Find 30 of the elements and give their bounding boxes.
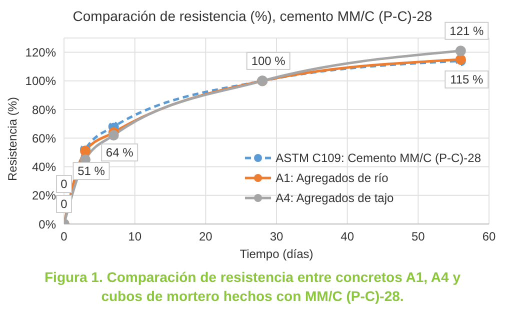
data-label: 51 %: [78, 164, 106, 178]
y-tick-label: 60%: [32, 131, 56, 146]
y-tick-label: 120%: [25, 46, 56, 60]
chart-title: Comparación de resistencia (%), cemento MM/C (P-C)-28: [72, 8, 434, 24]
x-axis-title: Tiempo (días): [240, 247, 314, 261]
x-tick-label: 10: [128, 230, 142, 244]
data-label: 64 %: [106, 145, 134, 160]
x-tick-label: 50: [411, 230, 426, 244]
data-label: 0: [60, 177, 68, 191]
y-tick-label: 80%: [32, 102, 56, 117]
x-tick-label: 20: [198, 230, 213, 244]
legend-label: ASTM C109: Cemento MM/C (P-C)-28: [276, 150, 481, 167]
y-tick-label: 100%: [25, 74, 56, 88]
y-tick-label: 40%: [32, 160, 56, 174]
legend-label: A1: Agregados de río: [276, 170, 388, 187]
legend-label: A4: Agregados de tajo: [276, 190, 394, 207]
x-tick-label: 40: [340, 230, 354, 244]
text: Figura 1. Comparación de resistencia entre concretos A1, A4 y cubos de mortero hechos con MM/C (P-C)-28.: [44, 268, 462, 306]
data-label: 115 %: [450, 72, 484, 86]
point: [108, 130, 119, 141]
y-tick-label: 20%: [32, 188, 56, 203]
y-axis-title: Resistencia (%): [5, 96, 20, 181]
data-label: 121 %: [450, 24, 484, 38]
x-tick-label: 60: [482, 230, 496, 244]
data-label: 0: [60, 197, 68, 211]
y-tick-label: 0%: [38, 217, 56, 232]
x-tick-label: 30: [270, 230, 284, 244]
point: [455, 46, 466, 56]
data-label: 100 %: [251, 54, 286, 68]
x-tick-label: 0: [60, 230, 68, 244]
